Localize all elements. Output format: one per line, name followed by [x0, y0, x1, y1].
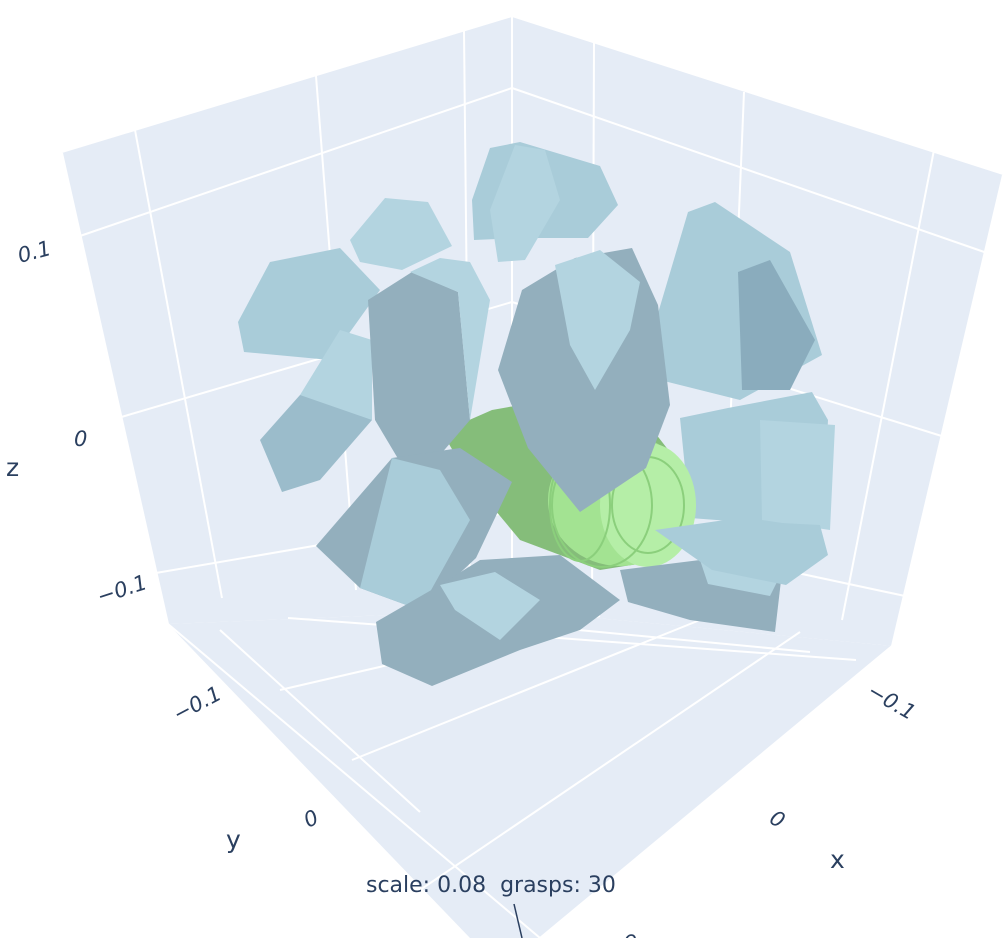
z-tick-1: 0 [74, 427, 87, 451]
x-axis-title: x [830, 845, 845, 874]
annotation-arrow [513, 903, 523, 938]
x-tick-0: −0.1 [864, 679, 920, 725]
y-tick-0: −0.1 [169, 681, 225, 726]
scale-grasps-annotation: scale: 0.08 grasps: 30 [366, 873, 616, 898]
z-tick-2: −0.1 [94, 570, 150, 609]
y-axis-title: y [226, 825, 241, 854]
partial-tick: o [624, 927, 637, 938]
y-tick-1: 0 [300, 805, 322, 832]
z-axis-title: z [6, 453, 19, 482]
x-tick-1: 0 [766, 806, 790, 833]
z-tick-0: 0.1 [15, 236, 53, 268]
gripper-meshes-front [316, 145, 828, 686]
